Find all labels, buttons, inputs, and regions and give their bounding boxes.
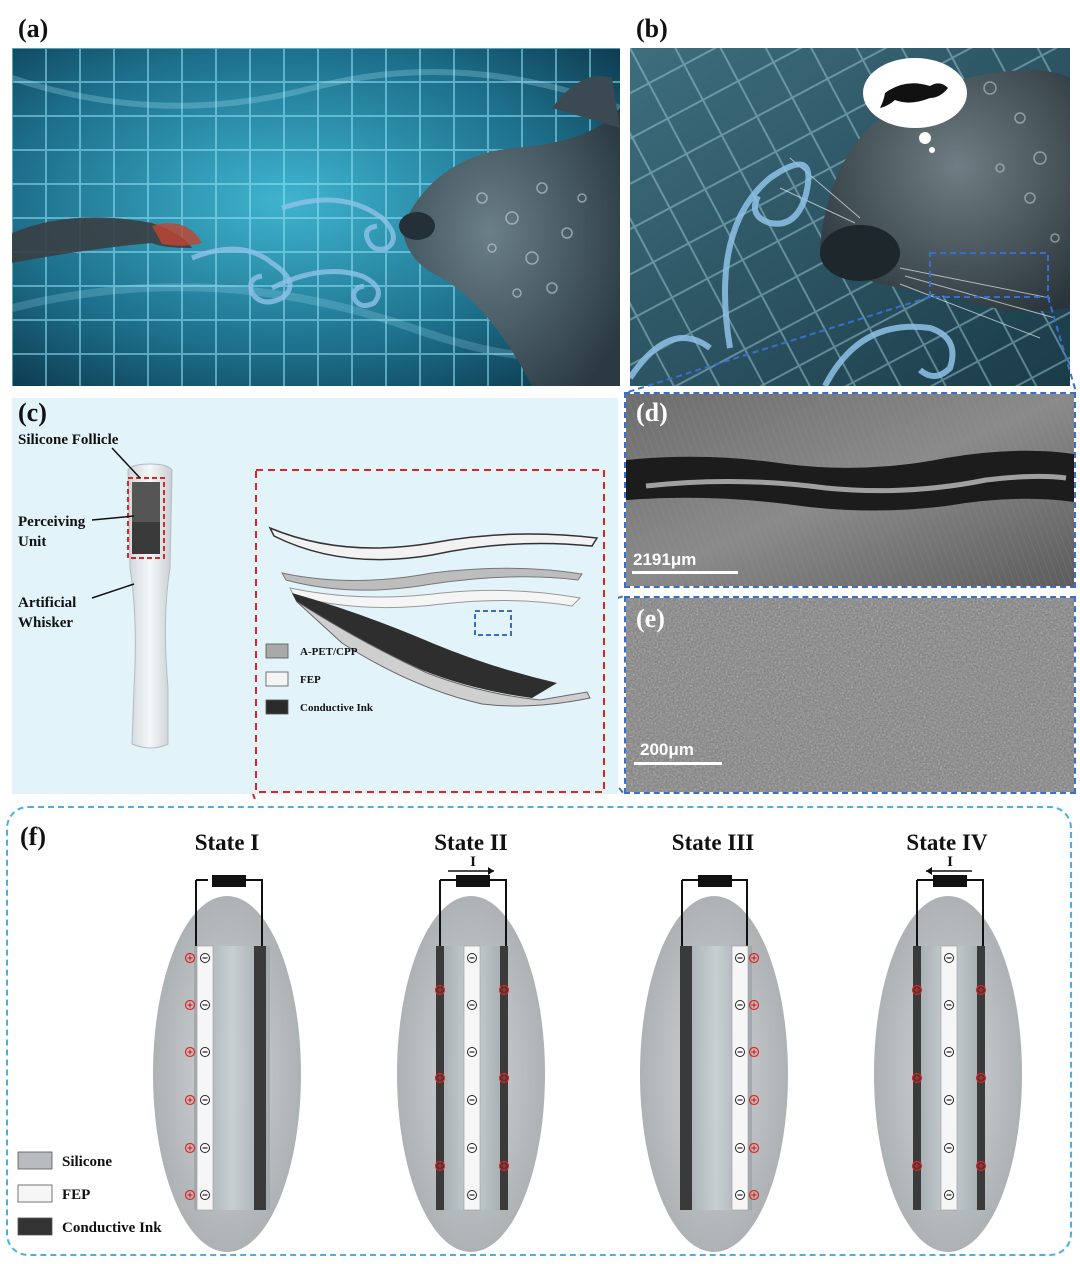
apet-cpp-layer-bottom — [295, 600, 591, 707]
legend-apet-label: A-PET/CPP — [300, 646, 358, 658]
zoom-box-conductive-ink — [474, 610, 512, 636]
panel-c-label: (c) — [18, 398, 47, 427]
state-4-title: State IV — [906, 830, 988, 855]
panel-d-label: (d) — [636, 398, 668, 427]
zoom-box-perceiving-unit — [127, 477, 165, 559]
top-fep-layer — [268, 526, 599, 561]
legend-fep-label: FEP — [300, 674, 321, 686]
state-2-title: State II — [434, 830, 508, 855]
panel-a-label: (a) — [18, 14, 49, 43]
apet-cpp-layer-top — [281, 567, 583, 591]
whisker-structure-diagram: A-PET/CPP FEP Conductive Ink — [91, 447, 605, 793]
legend-conductive-ink-label: Conductive Ink — [300, 702, 374, 714]
state-1-device — [153, 875, 301, 1252]
scale-bar-e-label: 200μm — [640, 740, 694, 759]
layer-legend: A-PET/CPP FEP Conductive Ink — [265, 643, 374, 715]
legend-swatch-fep — [265, 671, 289, 687]
state-2-device — [397, 867, 545, 1252]
label-perceiving-unit-line1: Perceiving — [18, 514, 86, 530]
legend-fep-f-label: FEP — [62, 1187, 90, 1203]
state-3-title: State III — [671, 830, 755, 855]
panel-f-frame — [6, 806, 1072, 1256]
scale-bar-d — [632, 571, 738, 574]
legend-swatch-apet — [265, 643, 289, 659]
scale-bar-d-label: 2191μm — [633, 550, 697, 569]
conductive-ink-micrograph-frame — [624, 596, 1076, 794]
legend-conductive-ink-f-label: Conductive Ink — [62, 1220, 162, 1236]
panel-b-label: (b) — [636, 14, 668, 43]
fep-layer-mid — [289, 587, 582, 609]
panel-f-label: (f) — [20, 822, 46, 851]
state-4-current-label: I — [947, 854, 953, 870]
state-2-current-label: I — [470, 854, 476, 870]
zoom-box-whisker — [929, 252, 1049, 298]
label-artificial-whisker-line2: Whisker — [18, 615, 74, 631]
state-legend: Silicone FEP Conductive Ink — [17, 1151, 162, 1236]
legend-swatch-conductive-ink — [265, 699, 289, 715]
state-1-title: State I — [194, 830, 260, 855]
label-silicone-follicle: Silicone Follicle — [18, 432, 119, 448]
scale-bar-e — [634, 762, 722, 765]
seal-whisker-closeup-photo — [630, 48, 1070, 386]
state-3-device — [640, 875, 788, 1252]
state-4-device — [874, 867, 1022, 1252]
perceiving-unit-top — [132, 482, 160, 522]
layer-detail-frame — [255, 469, 605, 793]
label-perceiving-unit-line2: Unit — [18, 534, 47, 550]
seal-chasing-fish-photo — [12, 48, 620, 386]
conductive-ink-layer — [292, 593, 557, 698]
panel-e-label: (e) — [636, 604, 665, 633]
legend-silicone-label: Silicone — [62, 1154, 112, 1170]
legend-swatch-fep-f — [17, 1184, 53, 1203]
label-artificial-whisker-line1: Artificial — [18, 595, 77, 611]
legend-swatch-silicone — [17, 1151, 53, 1170]
whisker-micrograph-frame — [624, 392, 1076, 588]
legend-swatch-conductive-ink-f — [17, 1217, 53, 1236]
